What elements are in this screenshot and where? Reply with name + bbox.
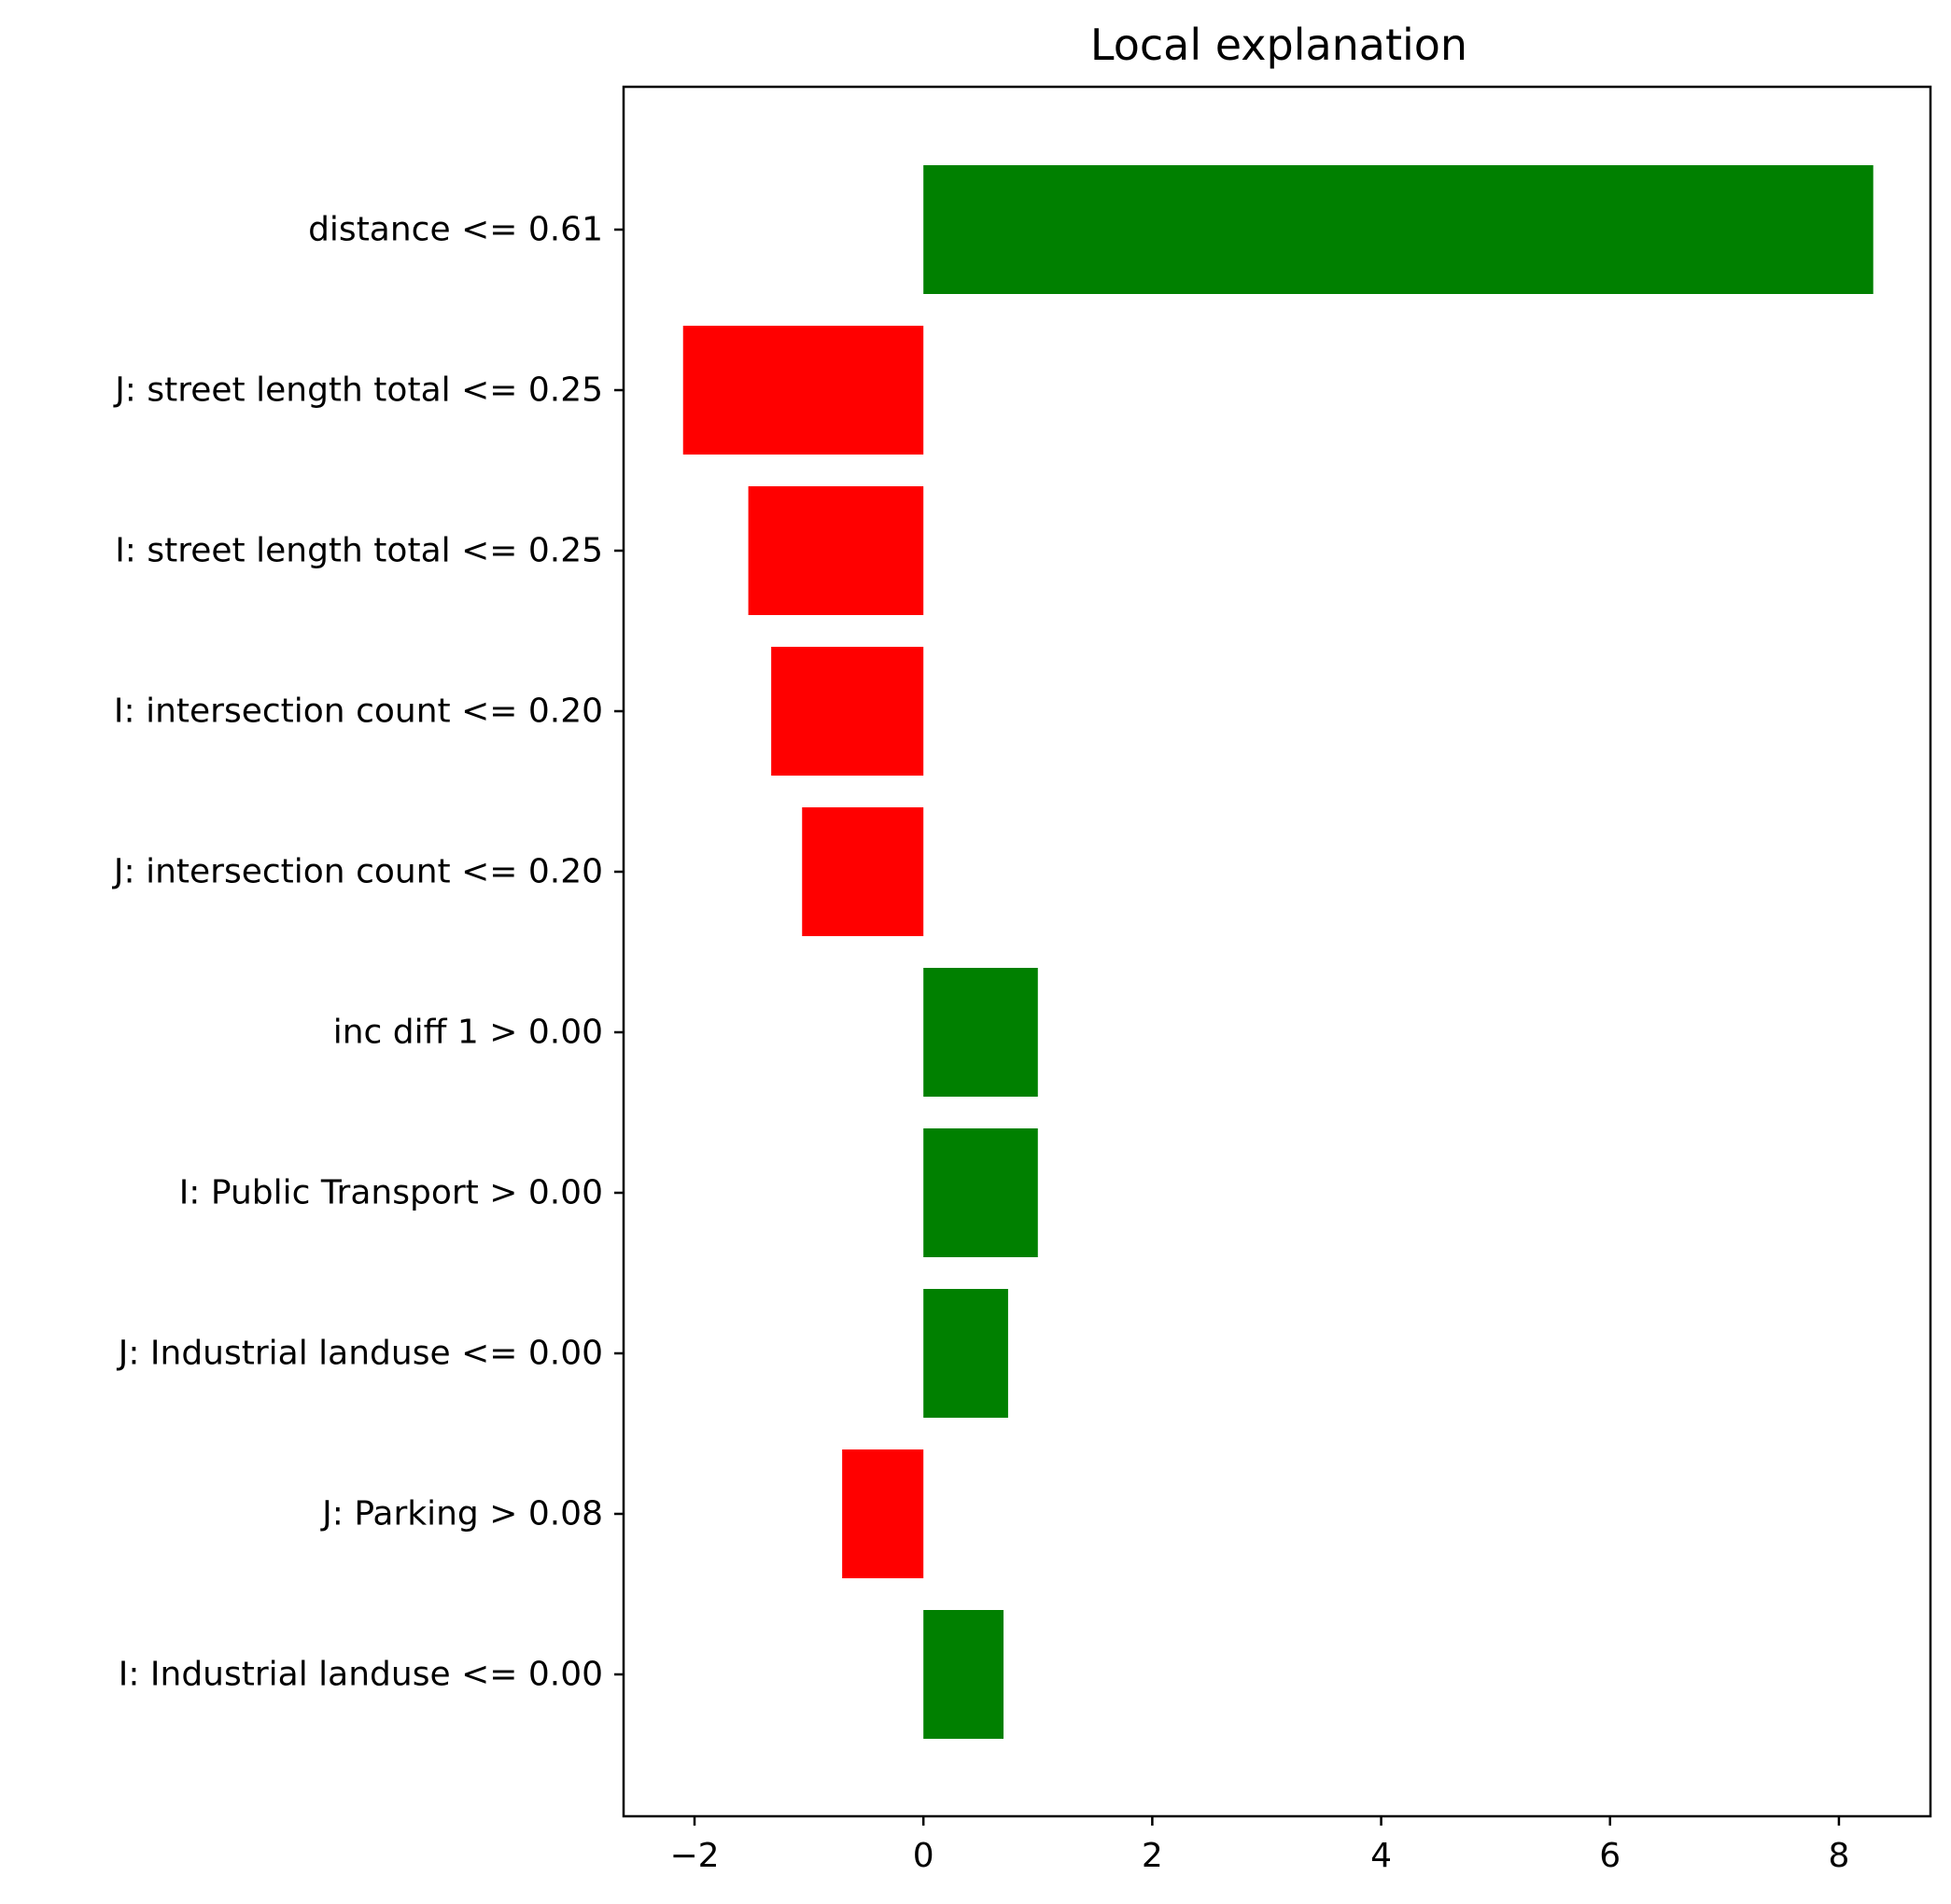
bar-2 <box>748 486 924 615</box>
y-tick-label: I: intersection count <= 0.20 <box>114 693 603 731</box>
y-tick-label: J: intersection count <= 0.20 <box>112 853 603 891</box>
y-tick-label: I: Industrial landuse <= 0.00 <box>119 1656 603 1694</box>
y-tick-label: I: Public Transport > 0.00 <box>179 1174 603 1212</box>
bars-group <box>682 165 1874 1739</box>
bar-9 <box>923 1610 1004 1739</box>
x-tick-label: 8 <box>1828 1837 1849 1875</box>
bar-0 <box>923 165 1874 294</box>
bar-1 <box>682 326 924 455</box>
x-tick-label: 2 <box>1142 1837 1163 1875</box>
y-axis: distance <= 0.61 J: street length total <… <box>112 211 624 1694</box>
y-tick-label: distance <= 0.61 <box>308 211 603 249</box>
plot-frame <box>622 85 1932 1818</box>
bar-7 <box>923 1289 1008 1418</box>
bar-6 <box>923 1128 1038 1257</box>
chart-title: Local explanation <box>1090 20 1467 70</box>
y-tick-label: J: street length total <= 0.25 <box>113 371 603 410</box>
y-tick-label: inc diff 1 > 0.00 <box>333 1014 603 1052</box>
x-tick-label: 6 <box>1599 1837 1621 1875</box>
x-axis: −2 0 2 4 6 8 <box>669 1816 1849 1875</box>
bar-4 <box>802 807 924 936</box>
y-tick-label: I: street length total <= 0.25 <box>115 532 603 570</box>
bar-3 <box>771 647 924 776</box>
bar-5 <box>923 968 1038 1097</box>
x-tick-label: 4 <box>1370 1837 1392 1875</box>
x-tick-label: 0 <box>913 1837 934 1875</box>
y-tick-label: J: Parking > 0.08 <box>320 1495 603 1533</box>
x-tick-label: −2 <box>669 1837 719 1875</box>
bar-8 <box>842 1449 924 1578</box>
y-tick-label: J: Industrial landuse <= 0.00 <box>117 1335 603 1373</box>
